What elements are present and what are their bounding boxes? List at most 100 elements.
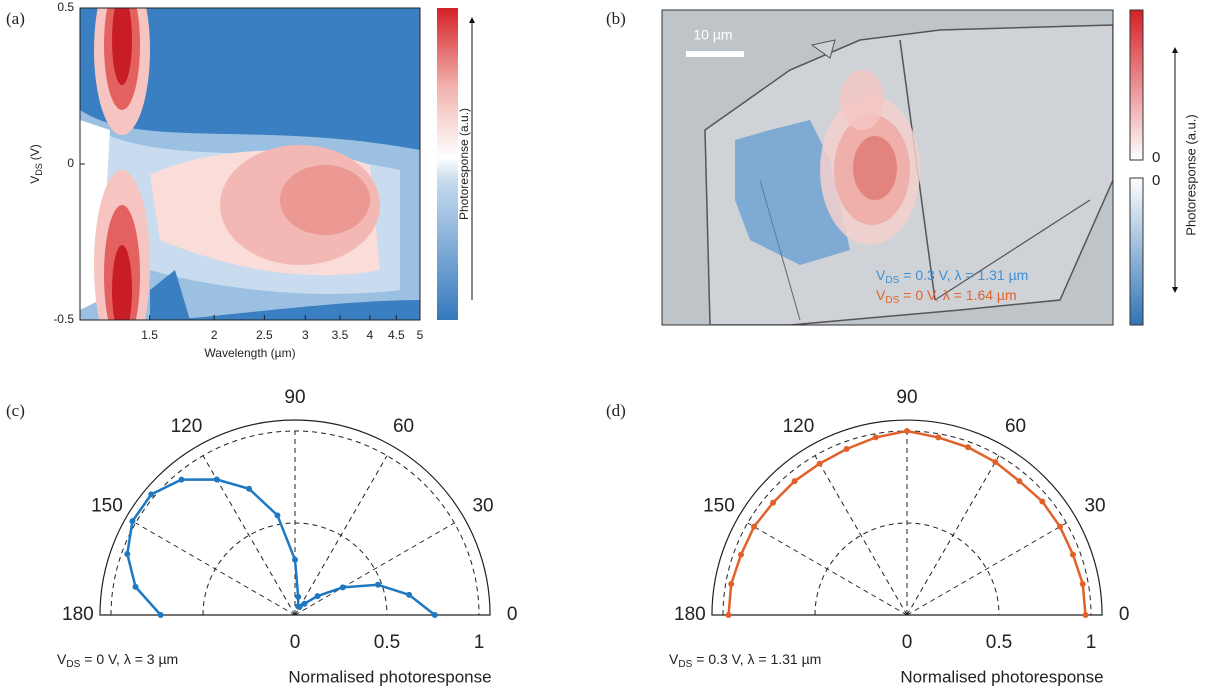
x-tick-label: 5 (417, 328, 424, 342)
x-tick-label: 3 (302, 328, 309, 342)
data-point (301, 600, 308, 607)
data-point (965, 444, 972, 451)
panel-label: (d) (606, 401, 626, 420)
colorbar-label: Photoresponse (a.u.) (457, 108, 471, 220)
data-point (431, 612, 438, 618)
grid-spoke (906, 522, 1067, 616)
theta-tick-label: 150 (91, 495, 123, 516)
grid-spoke (906, 455, 1000, 616)
colorbar-tick: 0 (1152, 149, 1160, 166)
data-point (274, 512, 281, 519)
caption-part: V (57, 651, 67, 667)
data-point (738, 551, 745, 558)
theta-tick-label: 90 (284, 387, 305, 408)
data-point (791, 478, 798, 485)
data-point (843, 446, 850, 453)
data-point (157, 612, 164, 618)
data-point (872, 434, 879, 441)
polar-plot: 0 0.5 1 0 30 60 90 120 150 180 VDS = 0.3 V, λ = 1.3… (669, 387, 1129, 687)
x-axis-label: Normalised photoresponse (900, 667, 1103, 686)
scale-bar (686, 51, 744, 57)
colorbar-label: Photoresponse (a.u.) (1183, 114, 1198, 235)
caption-sub: DS (66, 659, 80, 670)
data-point (406, 591, 413, 598)
legend-entry: VDS = 0 V, λ = 1.64 µm (876, 287, 1017, 306)
data-point (1069, 551, 1076, 558)
data-point (213, 476, 220, 483)
theta-tick-label: 150 (703, 495, 735, 516)
theta-tick-label: 0 (507, 604, 518, 625)
data-point (770, 499, 777, 506)
data-point (935, 434, 942, 441)
legend-part: V (876, 267, 886, 283)
colorbar (1129, 9, 1144, 161)
label-part: V (28, 176, 42, 184)
theta-tick-label: 0 (1119, 604, 1130, 625)
panel-label: (b) (606, 9, 626, 28)
data-point (816, 460, 823, 467)
axis-ticks: 1.5 2 2.5 3 3.5 4 4.5 5 0.5 0 -0.5 (53, 0, 423, 342)
data-point (295, 603, 302, 610)
colorbar (437, 8, 458, 320)
colorbar (1129, 177, 1144, 326)
data-point (132, 583, 139, 590)
legend-part: V (876, 287, 886, 303)
data-point (1056, 523, 1063, 530)
legend-part: = 0.3 V, λ = 1.31 µm (903, 267, 1028, 283)
caption-part: = 0 V, λ = 3 µm (84, 651, 178, 667)
caption-part: V (669, 651, 679, 667)
data-point (904, 428, 910, 434)
x-tick-label: 1.5 (141, 328, 158, 342)
theta-tick-label: 30 (472, 495, 493, 516)
label-sub: DS (34, 163, 44, 176)
polar-plot: 0 0.5 1 0 30 60 90 120 150 180 VDS = 0 V, λ = 3 µm N… (57, 387, 517, 687)
data-point (728, 581, 735, 588)
theta-tick-label: 60 (1005, 416, 1026, 437)
legend-sub: DS (885, 295, 899, 306)
x-tick-label: 3.5 (332, 328, 349, 342)
theta-tick-label: 120 (783, 416, 815, 437)
grid-spoke (747, 522, 908, 616)
data-point (314, 593, 321, 600)
contour-map (80, 8, 420, 320)
label-part: (V) (28, 144, 42, 160)
grid-spoke (135, 522, 296, 616)
r-tick-label: 1 (474, 632, 485, 653)
data-point (292, 556, 298, 563)
legend-entry: VDS = 0.3 V, λ = 1.31 µm (876, 267, 1028, 286)
caption-sub: DS (678, 659, 692, 670)
data-point (246, 485, 253, 492)
x-axis-label: Normalised photoresponse (288, 667, 491, 686)
data-point (148, 491, 155, 498)
data-line (126, 478, 436, 616)
caption: VDS = 0.3 V, λ = 1.31 µm (669, 651, 821, 670)
r-tick-label: 0.5 (374, 632, 400, 653)
r-tick-label: 0 (290, 632, 301, 653)
legend-part: = 0 V, λ = 1.64 µm (903, 287, 1016, 303)
theta-tick-label: 120 (171, 416, 203, 437)
data-point (295, 593, 302, 600)
x-tick-label: 4.5 (388, 328, 405, 342)
caption: VDS = 0 V, λ = 3 µm (57, 651, 178, 670)
r-tick-label: 0.5 (986, 632, 1012, 653)
r-tick-label: 0 (902, 632, 913, 653)
theta-tick-label: 30 (1084, 495, 1105, 516)
grid-spoke (294, 455, 388, 616)
grid-spoke (202, 455, 296, 616)
legend-sub: DS (885, 275, 899, 286)
polar-frame (711, 419, 1103, 616)
panel-label: (c) (6, 401, 25, 420)
data-point (374, 581, 381, 588)
theta-tick-label: 90 (896, 387, 917, 408)
data-point (1039, 498, 1046, 505)
data-point (1079, 581, 1086, 588)
theta-tick-label: 60 (393, 416, 414, 437)
grid-spoke (814, 455, 908, 616)
data-point (129, 518, 136, 525)
micrograph (662, 10, 1113, 325)
colorbar-tick: 0 (1152, 172, 1160, 189)
grid-spoke (294, 522, 455, 616)
panel-label: (a) (6, 9, 25, 28)
